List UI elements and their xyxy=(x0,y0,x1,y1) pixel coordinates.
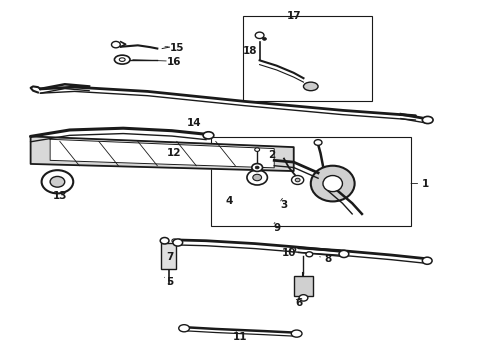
Text: 6: 6 xyxy=(295,298,302,308)
Ellipse shape xyxy=(422,257,432,264)
Bar xyxy=(243,16,372,102)
Polygon shape xyxy=(50,139,274,168)
Ellipse shape xyxy=(42,170,73,193)
Bar xyxy=(294,276,313,296)
Polygon shape xyxy=(30,136,294,171)
Text: 11: 11 xyxy=(233,332,247,342)
Ellipse shape xyxy=(303,82,318,91)
Ellipse shape xyxy=(253,174,262,181)
Ellipse shape xyxy=(311,166,355,202)
Ellipse shape xyxy=(290,248,295,252)
Ellipse shape xyxy=(339,250,349,257)
Ellipse shape xyxy=(314,140,322,145)
Text: 13: 13 xyxy=(52,191,67,201)
Ellipse shape xyxy=(115,55,130,64)
Ellipse shape xyxy=(263,37,267,40)
Text: 7: 7 xyxy=(166,252,173,262)
Ellipse shape xyxy=(255,32,264,39)
Ellipse shape xyxy=(50,176,65,187)
Text: 1: 1 xyxy=(422,179,429,189)
Text: 12: 12 xyxy=(167,148,182,158)
Ellipse shape xyxy=(173,239,183,246)
Ellipse shape xyxy=(252,163,263,171)
Text: 14: 14 xyxy=(187,118,201,128)
Ellipse shape xyxy=(203,132,214,139)
Ellipse shape xyxy=(247,170,268,185)
Ellipse shape xyxy=(323,176,343,192)
Ellipse shape xyxy=(172,239,177,243)
Ellipse shape xyxy=(299,295,308,301)
Bar xyxy=(211,137,411,226)
Text: 10: 10 xyxy=(282,248,296,258)
Text: 2: 2 xyxy=(268,150,275,160)
Ellipse shape xyxy=(422,116,433,123)
Text: 17: 17 xyxy=(287,11,301,21)
Ellipse shape xyxy=(112,41,120,48)
Ellipse shape xyxy=(306,252,313,257)
Ellipse shape xyxy=(255,166,259,169)
Text: 16: 16 xyxy=(167,57,182,67)
Bar xyxy=(161,243,176,269)
Text: 9: 9 xyxy=(273,223,280,233)
Text: 3: 3 xyxy=(280,200,288,210)
Ellipse shape xyxy=(291,330,302,337)
Ellipse shape xyxy=(295,178,300,182)
Text: 18: 18 xyxy=(243,46,257,57)
Ellipse shape xyxy=(119,58,125,62)
Text: 8: 8 xyxy=(324,253,331,264)
Text: 15: 15 xyxy=(170,43,184,53)
Ellipse shape xyxy=(179,325,190,332)
Ellipse shape xyxy=(160,238,169,244)
Ellipse shape xyxy=(255,148,260,152)
Ellipse shape xyxy=(292,176,304,184)
Text: 5: 5 xyxy=(166,277,173,287)
Text: 4: 4 xyxy=(225,197,233,206)
